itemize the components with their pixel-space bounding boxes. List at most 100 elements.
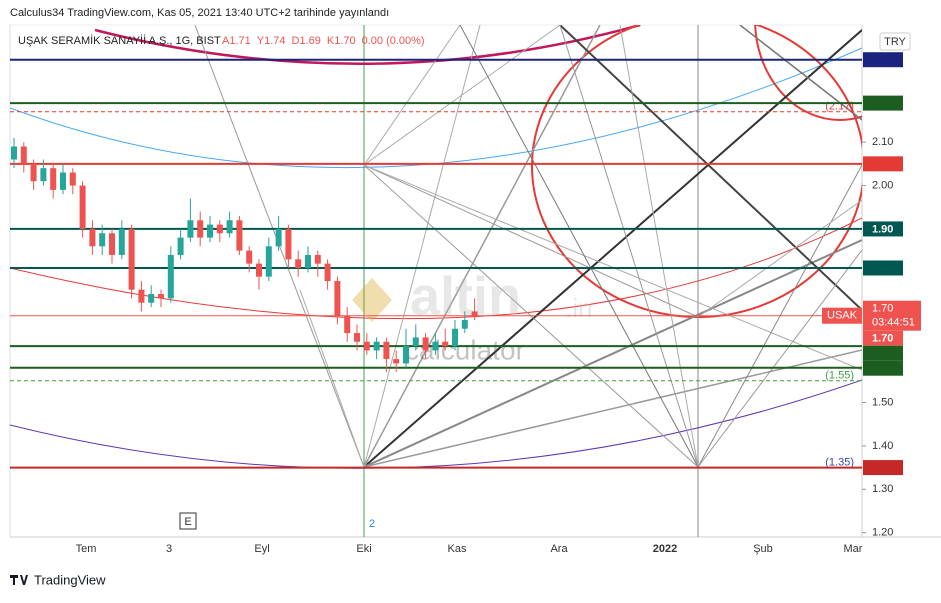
- candle-body: [128, 228, 135, 290]
- watermark: altin .in calculator: [352, 266, 592, 365]
- candle-body: [373, 341, 380, 351]
- candle-body: [177, 237, 184, 255]
- candle-body: [442, 341, 449, 347]
- candle-body: [422, 337, 429, 351]
- x-tick-label: Tem: [76, 543, 97, 555]
- y-tick-label: 1.40: [872, 440, 893, 452]
- y-tick-label: 1.30: [872, 483, 893, 495]
- candle-body: [363, 341, 370, 351]
- candle-body: [118, 228, 125, 255]
- candle-body: [60, 172, 66, 190]
- candle-body: [256, 263, 262, 277]
- symbol: UŞAK SERAMİK SANAYİİ A.Ş., 1G, BIST: [18, 34, 221, 47]
- candle-body: [246, 250, 253, 264]
- event-box: [179, 512, 197, 530]
- candle-body: [148, 294, 155, 303]
- ohlc-legend: A1.71 Y1.74 D1.69 K1.70 0.00 (0.00%): [222, 35, 425, 47]
- level-label-box: [863, 345, 903, 361]
- candle-body: [138, 289, 145, 303]
- candle-body: [207, 224, 213, 238]
- last-price-name: USAK: [827, 310, 858, 322]
- level-label-box: [863, 360, 903, 376]
- x-tick-label: 3: [166, 543, 172, 555]
- candle-body: [354, 333, 360, 342]
- ohlc-value: Y1.74: [257, 35, 286, 47]
- dashed-level-label: (1.35): [825, 456, 854, 468]
- bar-marker: 2: [369, 518, 375, 530]
- ohlc-value: D1.69: [292, 35, 321, 47]
- candle-body: [167, 254, 174, 299]
- candle-body: [69, 172, 76, 186]
- plot-frame: [9, 24, 941, 538]
- level-label-box: [863, 95, 903, 111]
- x-tick-label: 2022: [653, 543, 677, 555]
- candle-body: [334, 281, 341, 316]
- candle-body: [50, 168, 57, 190]
- x-tick-label: Şub: [753, 543, 773, 555]
- y-tick-label: 1.20: [872, 527, 893, 539]
- candle-body: [197, 220, 204, 238]
- ohlc-value: A1.71: [222, 35, 251, 47]
- candle-body: [412, 337, 419, 347]
- candle-body: [40, 168, 47, 182]
- candle-body: [226, 220, 233, 234]
- candle-body: [99, 233, 106, 247]
- last-price-box: [863, 300, 921, 331]
- candle-body: [344, 315, 351, 334]
- candle-body: [461, 320, 468, 329]
- level-label-box: [863, 52, 903, 68]
- candle-body: [285, 228, 292, 260]
- x-tick-label: Eki: [356, 543, 371, 555]
- candle-body: [403, 346, 409, 364]
- footer-brand: TradingView: [34, 572, 106, 587]
- last-price: 1.70: [872, 303, 893, 315]
- y-tick-label: 2.00: [872, 179, 893, 191]
- level-label-box: [863, 221, 903, 237]
- candle-body: [20, 146, 27, 164]
- currency-box: [879, 32, 911, 51]
- candle-body: [187, 220, 194, 238]
- y-tick-label: 1.50: [872, 396, 893, 408]
- candle-body: [275, 228, 282, 247]
- candle-body: [30, 163, 37, 182]
- x-tick-label: Mar: [844, 543, 863, 555]
- ohlc-value: 0.00 (0.00%): [362, 35, 425, 47]
- candle-body: [11, 146, 17, 160]
- x-tick-label: Kas: [448, 543, 467, 555]
- dashed-level-label: (1.55): [825, 370, 854, 382]
- candle-body: [452, 328, 458, 347]
- last-price-name-box: [822, 307, 862, 324]
- level-label-box: [863, 460, 903, 476]
- candle-body: [314, 254, 321, 264]
- event-marker: E: [184, 516, 191, 528]
- candle-body: [109, 233, 115, 255]
- candle-body: [393, 359, 400, 364]
- currency: TRY: [884, 36, 906, 48]
- level-label-box: [863, 260, 903, 276]
- x-tick-label: Eyl: [254, 543, 269, 555]
- level-label: 1.70: [872, 333, 893, 345]
- candle-body: [89, 228, 96, 247]
- clip-group: (2.17)(1.55)(1.35): [10, 58, 862, 469]
- countdown: 03:44:51: [872, 317, 915, 329]
- candle-body: [236, 220, 243, 251]
- ohlc-value: K1.70: [327, 35, 356, 47]
- level-label-box: [863, 330, 903, 346]
- y-tick-label: 2.10: [872, 136, 893, 148]
- tv-logo: [10, 575, 28, 585]
- candle-body: [432, 341, 439, 351]
- watermark-text: altin: [410, 266, 521, 326]
- level-label-box: [863, 156, 903, 172]
- candle-body: [471, 311, 478, 316]
- candle-body: [305, 254, 311, 268]
- x-tick-label: Ara: [550, 543, 568, 555]
- candle-body: [295, 259, 302, 268]
- candle-body: [265, 246, 272, 277]
- candle-body: [383, 341, 390, 360]
- candle-body: [324, 263, 331, 281]
- candle-body: [216, 224, 223, 234]
- level-label: 1.90: [872, 223, 893, 235]
